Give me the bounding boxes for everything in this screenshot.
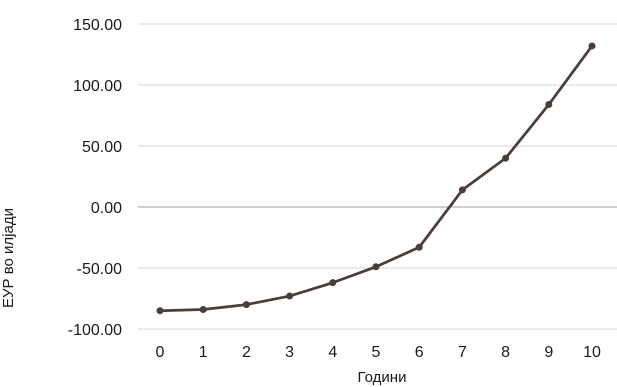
x-tick-label: 2 [242, 344, 251, 361]
y-tick-label: 150.00 [73, 17, 122, 34]
x-tick-label: 9 [544, 344, 553, 361]
data-point [458, 186, 466, 194]
gridlines [138, 23, 617, 330]
x-tick-label: 1 [199, 344, 208, 361]
data-point [242, 301, 250, 309]
data-point [156, 307, 164, 315]
data-point [545, 101, 553, 109]
data-point [329, 279, 337, 287]
x-tick-label: 4 [328, 344, 337, 361]
x-axis-tick-labels: 0 1 2 3 4 5 6 7 8 9 10 [156, 344, 601, 361]
data-point [286, 292, 294, 300]
x-tick-label: 10 [583, 344, 601, 361]
data-point [372, 263, 380, 271]
x-tick-label: 7 [458, 344, 467, 361]
y-tick-label: 50.00 [82, 139, 122, 156]
x-tick-label: 0 [156, 344, 165, 361]
y-tick-label: -100.00 [68, 322, 122, 339]
x-axis-title: Години [358, 369, 407, 386]
y-tick-label: 100.00 [73, 78, 122, 95]
x-tick-label: 3 [285, 344, 294, 361]
series-layer [156, 42, 596, 315]
y-axis-title: ЕУР во илјади [0, 208, 17, 308]
series-line [158, 44, 594, 313]
y-tick-label: -50.00 [77, 261, 122, 278]
y-axis-tick-labels: -100.00 -50.00 0.00 50.00 100.00 150.00 [68, 17, 122, 339]
data-point [588, 42, 596, 50]
data-point [199, 305, 207, 313]
x-tick-label: 5 [372, 344, 381, 361]
data-point [502, 154, 510, 162]
x-tick-label: 6 [415, 344, 424, 361]
x-tick-label: 8 [501, 344, 510, 361]
y-tick-label: 0.00 [91, 200, 122, 217]
data-point [415, 243, 423, 251]
